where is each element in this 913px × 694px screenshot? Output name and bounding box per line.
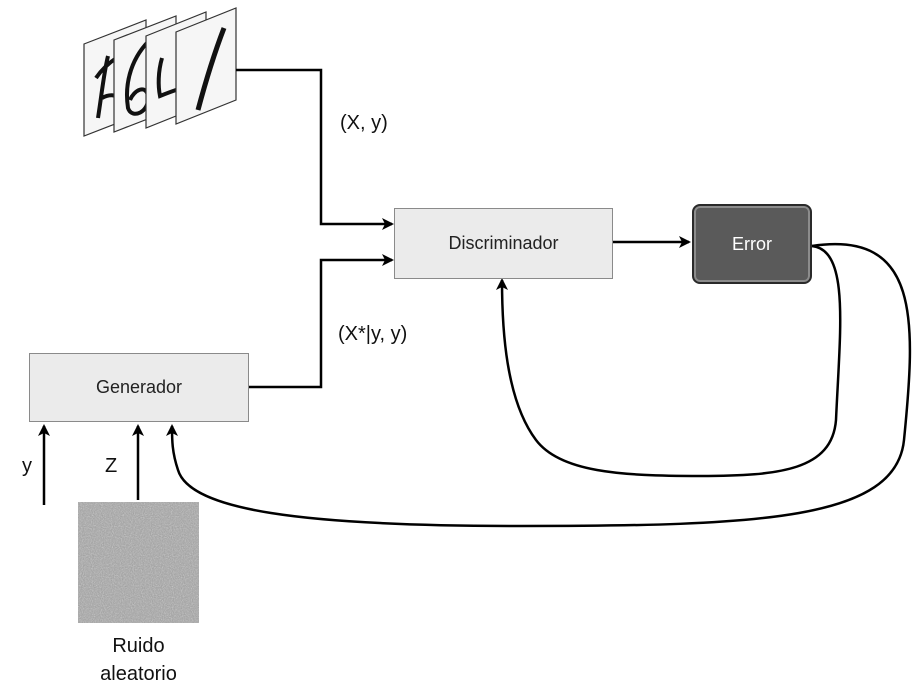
noise-input-label: Z (105, 455, 118, 477)
generated-data-arrow (249, 254, 394, 389)
label-input-label: y (22, 455, 32, 477)
error-box: Error (692, 204, 812, 284)
generator-box: Generador (29, 353, 249, 422)
digit-sample-1 (175, 7, 237, 125)
error-label: Error (732, 233, 772, 254)
fake-pair-label: (X*|y, y) (338, 323, 408, 345)
discriminator-box: Discriminador (394, 208, 613, 279)
noise-caption: Ruido aleatorio (78, 632, 199, 688)
real-pair-label: (X, y) (340, 112, 388, 134)
feedback-to-discriminator-arrow (496, 244, 842, 478)
feedback-to-generator-arrow (166, 243, 912, 528)
discriminator-label: Discriminador (448, 233, 559, 253)
random-noise-image (78, 502, 199, 623)
noise-caption-line2: aleatorio (100, 663, 177, 685)
noise-caption-line1: Ruido (112, 635, 165, 657)
generator-label: Generador (95, 377, 183, 397)
real-samples-stack (83, 7, 237, 137)
real-data-arrow (236, 68, 394, 230)
